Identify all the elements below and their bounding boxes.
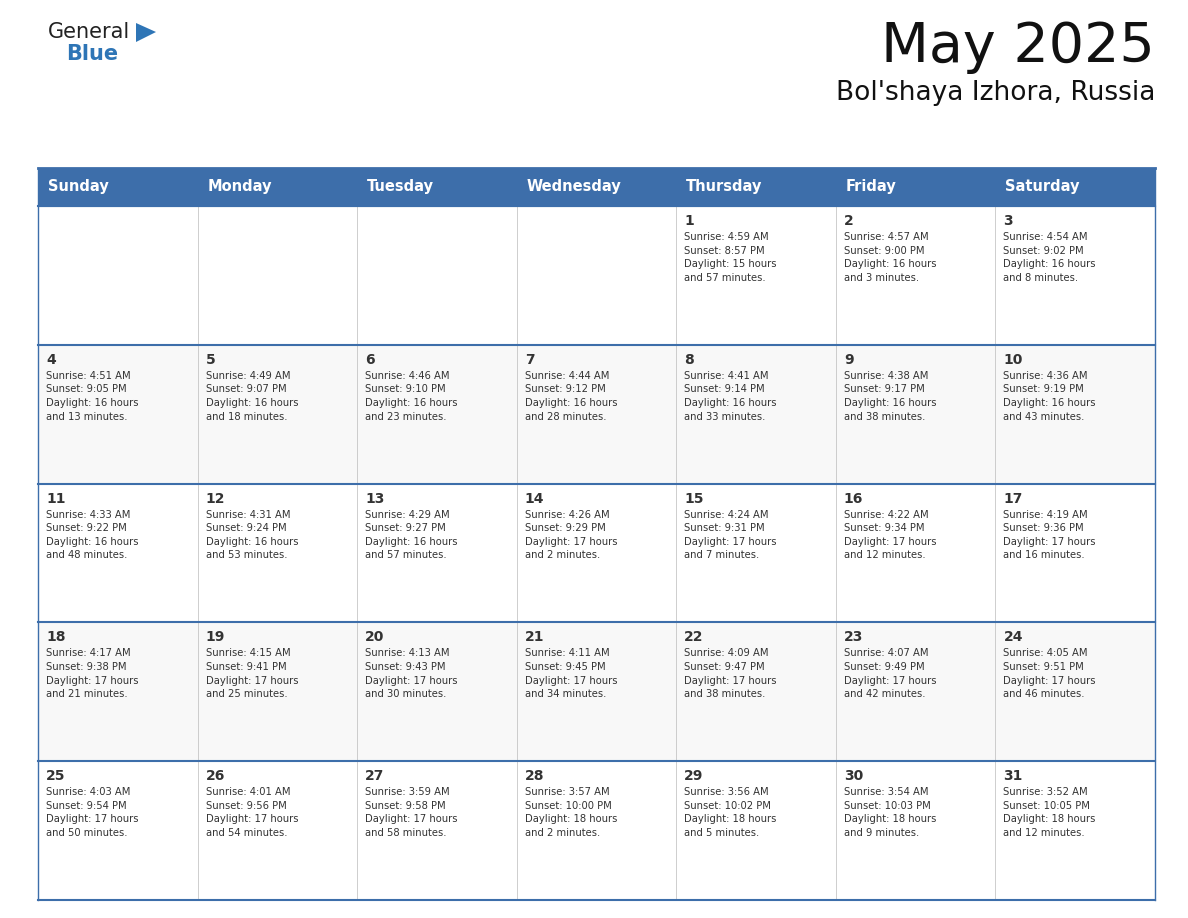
Text: 22: 22 [684, 631, 703, 644]
Text: Friday: Friday [846, 180, 897, 195]
Text: 28: 28 [525, 769, 544, 783]
Text: General: General [48, 22, 131, 42]
Text: 12: 12 [206, 492, 225, 506]
Text: Bol'shaya Izhora, Russia: Bol'shaya Izhora, Russia [835, 80, 1155, 106]
Text: Sunrise: 4:26 AM
Sunset: 9:29 PM
Daylight: 17 hours
and 2 minutes.: Sunrise: 4:26 AM Sunset: 9:29 PM Dayligh… [525, 509, 618, 560]
Text: 2: 2 [843, 214, 854, 228]
Text: Sunrise: 4:22 AM
Sunset: 9:34 PM
Daylight: 17 hours
and 12 minutes.: Sunrise: 4:22 AM Sunset: 9:34 PM Dayligh… [843, 509, 936, 560]
Text: Sunrise: 4:33 AM
Sunset: 9:22 PM
Daylight: 16 hours
and 48 minutes.: Sunrise: 4:33 AM Sunset: 9:22 PM Dayligh… [46, 509, 139, 560]
Text: Sunrise: 4:41 AM
Sunset: 9:14 PM
Daylight: 16 hours
and 33 minutes.: Sunrise: 4:41 AM Sunset: 9:14 PM Dayligh… [684, 371, 777, 421]
Bar [676, 168, 836, 206]
Text: Sunrise: 4:15 AM
Sunset: 9:41 PM
Daylight: 17 hours
and 25 minutes.: Sunrise: 4:15 AM Sunset: 9:41 PM Dayligh… [206, 648, 298, 700]
Text: Sunday: Sunday [48, 180, 109, 195]
Bar [38, 761, 1155, 900]
Text: Sunrise: 4:51 AM
Sunset: 9:05 PM
Daylight: 16 hours
and 13 minutes.: Sunrise: 4:51 AM Sunset: 9:05 PM Dayligh… [46, 371, 139, 421]
Bar [517, 168, 676, 206]
Text: Sunrise: 3:54 AM
Sunset: 10:03 PM
Daylight: 18 hours
and 9 minutes.: Sunrise: 3:54 AM Sunset: 10:03 PM Daylig… [843, 788, 936, 838]
Text: Sunrise: 4:54 AM
Sunset: 9:02 PM
Daylight: 16 hours
and 8 minutes.: Sunrise: 4:54 AM Sunset: 9:02 PM Dayligh… [1004, 232, 1095, 283]
Text: Sunrise: 4:05 AM
Sunset: 9:51 PM
Daylight: 17 hours
and 46 minutes.: Sunrise: 4:05 AM Sunset: 9:51 PM Dayligh… [1004, 648, 1095, 700]
Text: Sunrise: 4:31 AM
Sunset: 9:24 PM
Daylight: 16 hours
and 53 minutes.: Sunrise: 4:31 AM Sunset: 9:24 PM Dayligh… [206, 509, 298, 560]
Text: Sunrise: 4:36 AM
Sunset: 9:19 PM
Daylight: 16 hours
and 43 minutes.: Sunrise: 4:36 AM Sunset: 9:19 PM Dayligh… [1004, 371, 1095, 421]
Text: Sunrise: 4:11 AM
Sunset: 9:45 PM
Daylight: 17 hours
and 34 minutes.: Sunrise: 4:11 AM Sunset: 9:45 PM Dayligh… [525, 648, 618, 700]
Text: 13: 13 [365, 492, 385, 506]
Text: 4: 4 [46, 353, 56, 367]
Text: Saturday: Saturday [1005, 180, 1080, 195]
Text: 18: 18 [46, 631, 65, 644]
Text: 1: 1 [684, 214, 694, 228]
Polygon shape [135, 23, 156, 42]
Text: Monday: Monday [208, 180, 272, 195]
Text: 10: 10 [1004, 353, 1023, 367]
Text: 21: 21 [525, 631, 544, 644]
Text: Sunrise: 4:29 AM
Sunset: 9:27 PM
Daylight: 16 hours
and 57 minutes.: Sunrise: 4:29 AM Sunset: 9:27 PM Dayligh… [365, 509, 457, 560]
Text: Sunrise: 4:59 AM
Sunset: 8:57 PM
Daylight: 15 hours
and 57 minutes.: Sunrise: 4:59 AM Sunset: 8:57 PM Dayligh… [684, 232, 777, 283]
Bar [197, 168, 358, 206]
Text: Sunrise: 4:24 AM
Sunset: 9:31 PM
Daylight: 17 hours
and 7 minutes.: Sunrise: 4:24 AM Sunset: 9:31 PM Dayligh… [684, 509, 777, 560]
Bar [996, 168, 1155, 206]
Text: 26: 26 [206, 769, 225, 783]
Text: Sunrise: 3:52 AM
Sunset: 10:05 PM
Daylight: 18 hours
and 12 minutes.: Sunrise: 3:52 AM Sunset: 10:05 PM Daylig… [1004, 788, 1095, 838]
Text: Wednesday: Wednesday [526, 180, 621, 195]
Bar [38, 484, 1155, 622]
Text: 6: 6 [365, 353, 374, 367]
Text: 11: 11 [46, 492, 65, 506]
Text: Sunrise: 4:44 AM
Sunset: 9:12 PM
Daylight: 16 hours
and 28 minutes.: Sunrise: 4:44 AM Sunset: 9:12 PM Dayligh… [525, 371, 618, 421]
Text: 20: 20 [365, 631, 385, 644]
Text: Sunrise: 4:17 AM
Sunset: 9:38 PM
Daylight: 17 hours
and 21 minutes.: Sunrise: 4:17 AM Sunset: 9:38 PM Dayligh… [46, 648, 139, 700]
Bar [358, 168, 517, 206]
Text: 7: 7 [525, 353, 535, 367]
Text: 23: 23 [843, 631, 864, 644]
Text: Sunrise: 4:19 AM
Sunset: 9:36 PM
Daylight: 17 hours
and 16 minutes.: Sunrise: 4:19 AM Sunset: 9:36 PM Dayligh… [1004, 509, 1095, 560]
Text: Sunrise: 4:13 AM
Sunset: 9:43 PM
Daylight: 17 hours
and 30 minutes.: Sunrise: 4:13 AM Sunset: 9:43 PM Dayligh… [365, 648, 457, 700]
Bar [38, 206, 1155, 345]
Text: 19: 19 [206, 631, 225, 644]
Text: 3: 3 [1004, 214, 1013, 228]
Text: 24: 24 [1004, 631, 1023, 644]
Text: Sunrise: 4:46 AM
Sunset: 9:10 PM
Daylight: 16 hours
and 23 minutes.: Sunrise: 4:46 AM Sunset: 9:10 PM Dayligh… [365, 371, 457, 421]
Text: 31: 31 [1004, 769, 1023, 783]
Text: Sunrise: 4:07 AM
Sunset: 9:49 PM
Daylight: 17 hours
and 42 minutes.: Sunrise: 4:07 AM Sunset: 9:49 PM Dayligh… [843, 648, 936, 700]
Bar [38, 345, 1155, 484]
Text: 16: 16 [843, 492, 864, 506]
Text: Sunrise: 3:57 AM
Sunset: 10:00 PM
Daylight: 18 hours
and 2 minutes.: Sunrise: 3:57 AM Sunset: 10:00 PM Daylig… [525, 788, 617, 838]
Text: 29: 29 [684, 769, 703, 783]
Text: 27: 27 [365, 769, 385, 783]
Text: 8: 8 [684, 353, 694, 367]
Text: 5: 5 [206, 353, 215, 367]
Text: Sunrise: 3:56 AM
Sunset: 10:02 PM
Daylight: 18 hours
and 5 minutes.: Sunrise: 3:56 AM Sunset: 10:02 PM Daylig… [684, 788, 777, 838]
Text: 30: 30 [843, 769, 864, 783]
Text: 9: 9 [843, 353, 853, 367]
Text: 25: 25 [46, 769, 65, 783]
Text: Tuesday: Tuesday [367, 180, 434, 195]
Text: Blue: Blue [67, 44, 118, 64]
Text: Sunrise: 4:03 AM
Sunset: 9:54 PM
Daylight: 17 hours
and 50 minutes.: Sunrise: 4:03 AM Sunset: 9:54 PM Dayligh… [46, 788, 139, 838]
Text: Sunrise: 3:59 AM
Sunset: 9:58 PM
Daylight: 17 hours
and 58 minutes.: Sunrise: 3:59 AM Sunset: 9:58 PM Dayligh… [365, 788, 457, 838]
Text: Thursday: Thursday [687, 180, 763, 195]
Text: 14: 14 [525, 492, 544, 506]
Bar [836, 168, 996, 206]
Text: Sunrise: 4:01 AM
Sunset: 9:56 PM
Daylight: 17 hours
and 54 minutes.: Sunrise: 4:01 AM Sunset: 9:56 PM Dayligh… [206, 788, 298, 838]
Text: Sunrise: 4:38 AM
Sunset: 9:17 PM
Daylight: 16 hours
and 38 minutes.: Sunrise: 4:38 AM Sunset: 9:17 PM Dayligh… [843, 371, 936, 421]
Bar [38, 168, 197, 206]
Text: May 2025: May 2025 [881, 20, 1155, 74]
Bar [38, 622, 1155, 761]
Text: 17: 17 [1004, 492, 1023, 506]
Text: Sunrise: 4:57 AM
Sunset: 9:00 PM
Daylight: 16 hours
and 3 minutes.: Sunrise: 4:57 AM Sunset: 9:00 PM Dayligh… [843, 232, 936, 283]
Text: Sunrise: 4:09 AM
Sunset: 9:47 PM
Daylight: 17 hours
and 38 minutes.: Sunrise: 4:09 AM Sunset: 9:47 PM Dayligh… [684, 648, 777, 700]
Text: Sunrise: 4:49 AM
Sunset: 9:07 PM
Daylight: 16 hours
and 18 minutes.: Sunrise: 4:49 AM Sunset: 9:07 PM Dayligh… [206, 371, 298, 421]
Text: 15: 15 [684, 492, 703, 506]
